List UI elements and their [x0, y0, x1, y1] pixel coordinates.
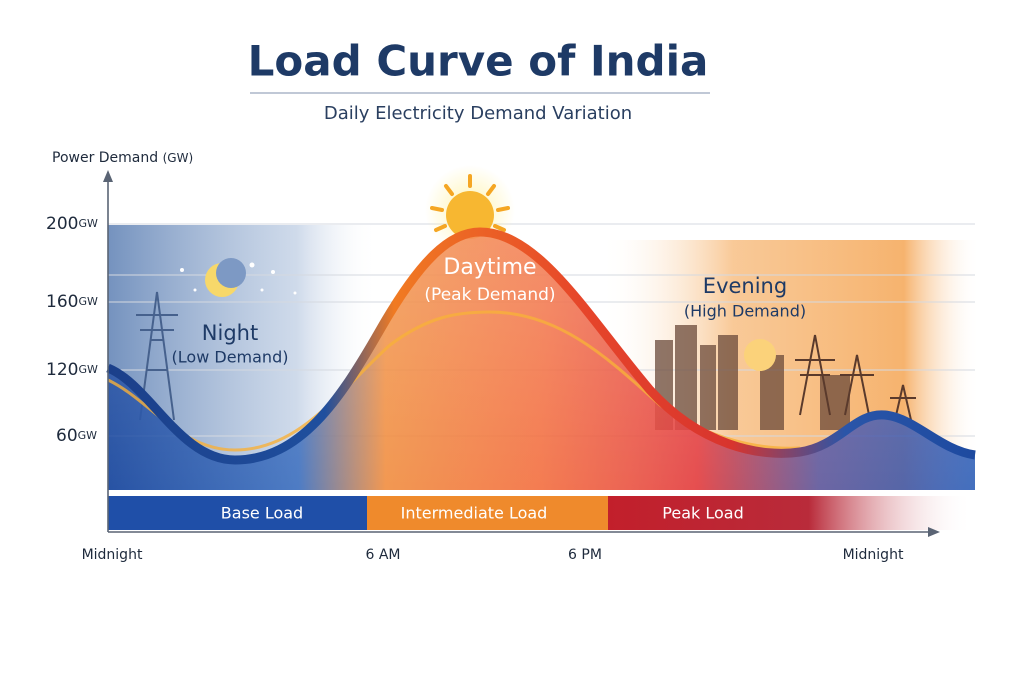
ray [434, 224, 447, 232]
band-peak [608, 496, 973, 530]
star [260, 288, 264, 292]
tower [795, 334, 835, 416]
band-intermediate [367, 496, 608, 530]
tower [890, 384, 916, 421]
y-axis-label: Power Demand (GW) [52, 150, 193, 166]
x-label: Midnight [82, 547, 143, 563]
title: Load Curve of India [248, 37, 709, 86]
band-gap [108, 490, 978, 496]
band-label: Base Load [221, 504, 303, 523]
ray [444, 184, 454, 196]
y-axis-unit: (GW) [163, 151, 194, 165]
tick-unit: GW [78, 429, 98, 442]
annotation-subtitle: (High Demand) [684, 302, 806, 321]
building [700, 345, 716, 430]
star [293, 291, 297, 295]
y-tick-label: 200GW [46, 214, 98, 234]
annotation-subtitle: (Low Demand) [172, 348, 289, 367]
band-label: Intermediate Load [401, 504, 548, 523]
star [271, 270, 275, 274]
y-arrow [103, 170, 113, 182]
band-label: Peak Load [662, 504, 743, 523]
annotation-title: Night [202, 321, 258, 345]
star [193, 288, 197, 292]
y-tick-label: 160GW [46, 292, 98, 312]
subtitle: Daily Electricity Demand Variation [324, 103, 632, 124]
stars [180, 262, 297, 295]
building [675, 325, 697, 430]
setting-sun [744, 339, 776, 371]
x-label: 6 PM [568, 547, 602, 563]
load-area-shade [108, 232, 975, 490]
tower [840, 354, 874, 416]
ray [430, 206, 444, 212]
star [249, 262, 255, 268]
tower-evening [795, 334, 916, 421]
building [718, 335, 738, 430]
ray [493, 224, 506, 232]
annotation-title: Evening [703, 274, 787, 298]
tick-number: 200 [46, 214, 78, 234]
load-curve [106, 227, 976, 465]
x-arrow [928, 527, 940, 537]
tick-number: 160 [46, 292, 78, 312]
tower-night [136, 291, 178, 421]
y-tick-label: 60GW [56, 426, 97, 446]
tick-unit: GW [78, 217, 98, 230]
sun-disc [446, 191, 494, 239]
tick-unit: GW [78, 295, 98, 308]
ray [486, 184, 496, 196]
annotation-title: Daytime [443, 255, 536, 280]
y-tick-label: 120GW [46, 360, 98, 380]
x-label: 6 AM [365, 547, 400, 563]
x-label: Midnight [843, 547, 904, 563]
band-base [108, 496, 367, 530]
ray [496, 206, 510, 212]
annotation-subtitle: (Peak Demand) [424, 285, 555, 305]
y-axis-label-text: Power Demand [52, 150, 158, 166]
moon [180, 258, 297, 297]
tick-number: 120 [46, 360, 78, 380]
tick-unit: GW [78, 363, 98, 376]
axes [103, 170, 940, 537]
star [180, 268, 184, 272]
tick-number: 60 [56, 426, 78, 446]
moon-shadow [216, 258, 246, 288]
sun-rays [430, 174, 510, 232]
tower [136, 291, 178, 421]
